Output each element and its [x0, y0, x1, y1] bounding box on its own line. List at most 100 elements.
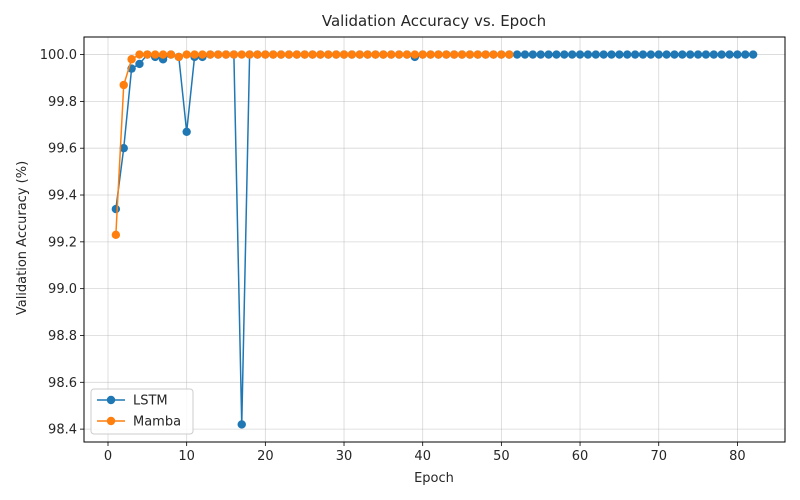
data-point-mamba	[442, 50, 451, 59]
data-point-lstm	[748, 50, 758, 59]
y-tick-label: 99.2	[48, 235, 77, 250]
legend: LSTM Mamba	[90, 388, 194, 435]
data-point-lstm	[512, 50, 522, 59]
grid	[84, 37, 785, 442]
data-point-lstm	[607, 50, 616, 59]
data-point-mamba	[434, 50, 443, 59]
data-point-mamba	[206, 50, 215, 59]
x-tick-label: 50	[493, 449, 510, 464]
data-point-mamba	[449, 50, 459, 59]
data-point-mamba	[151, 50, 160, 59]
data-point-lstm	[630, 50, 640, 59]
data-point-mamba	[119, 80, 128, 90]
data-point-mamba	[198, 50, 207, 59]
x-tick-label: 0	[104, 449, 112, 464]
data-point-mamba	[481, 50, 490, 59]
data-point-mamba	[111, 230, 121, 240]
data-point-mamba	[166, 50, 176, 59]
data-point-lstm	[733, 50, 742, 59]
data-point-mamba	[394, 50, 404, 59]
data-point-lstm	[654, 50, 663, 59]
data-point-lstm	[536, 50, 545, 59]
y-tick-label: 99.8	[48, 95, 77, 110]
data-point-lstm	[741, 50, 750, 59]
data-point-lstm	[237, 420, 246, 429]
data-point-lstm	[552, 50, 561, 59]
data-point-mamba	[355, 50, 364, 59]
data-point-mamba	[174, 52, 183, 62]
data-point-lstm	[693, 50, 703, 59]
chart-title: Validation Accuracy vs. Epoch	[322, 12, 546, 30]
data-point-mamba	[331, 50, 341, 59]
data-point-mamba	[363, 50, 372, 59]
data-point-lstm	[119, 144, 128, 153]
x-tick-label: 40	[414, 449, 431, 464]
data-point-mamba	[229, 50, 239, 59]
data-point-mamba	[457, 50, 467, 59]
data-point-lstm	[701, 50, 711, 59]
data-point-lstm	[599, 50, 608, 59]
data-point-lstm	[111, 204, 121, 214]
data-point-mamba	[213, 50, 223, 59]
series-group	[111, 50, 758, 429]
data-point-mamba	[221, 50, 231, 59]
data-point-mamba	[127, 55, 136, 64]
data-point-lstm	[725, 50, 734, 59]
legend-marker-lstm	[106, 395, 116, 405]
legend-label-mamba: Mamba	[133, 415, 181, 430]
x-tick-label: 30	[336, 449, 353, 464]
x-tick-label: 70	[650, 449, 667, 464]
data-point-lstm	[646, 50, 656, 59]
data-point-mamba	[143, 50, 152, 59]
data-point-mamba	[245, 50, 254, 59]
data-point-lstm	[583, 50, 593, 59]
data-point-mamba	[190, 50, 199, 59]
data-point-mamba	[324, 50, 333, 59]
data-point-mamba	[402, 50, 412, 59]
data-point-lstm	[567, 50, 577, 59]
series-mamba	[111, 50, 514, 240]
data-point-mamba	[253, 50, 262, 59]
data-point-mamba	[465, 50, 475, 59]
data-point-mamba	[316, 50, 325, 59]
y-tick-label: 100.0	[40, 48, 77, 63]
x-tick-label: 60	[572, 449, 589, 464]
data-point-mamba	[292, 50, 302, 59]
plot-frame	[83, 36, 786, 443]
data-point-lstm	[182, 127, 191, 137]
y-tick-label: 98.6	[48, 376, 77, 391]
data-point-lstm	[662, 50, 671, 59]
y-tick-label: 98.4	[48, 423, 77, 438]
y-tick-label: 99.0	[48, 282, 77, 297]
data-point-lstm	[678, 50, 687, 59]
y-tick-label: 99.6	[48, 142, 77, 157]
data-point-mamba	[371, 50, 380, 59]
x-axis: 0 10 20 30 40 50 60 70 80	[104, 442, 746, 464]
data-point-lstm	[575, 50, 585, 59]
data-point-lstm	[686, 50, 695, 59]
data-point-mamba	[182, 50, 191, 59]
x-axis-label: Epoch	[414, 471, 454, 486]
data-point-lstm	[528, 50, 538, 59]
data-point-mamba	[497, 50, 506, 59]
data-point-mamba	[269, 50, 278, 59]
data-point-mamba	[473, 50, 482, 59]
data-point-mamba	[410, 50, 420, 59]
x-tick-label: 80	[729, 449, 746, 464]
data-point-lstm	[135, 59, 144, 69]
data-point-lstm	[591, 50, 600, 59]
y-tick-label: 98.8	[48, 329, 77, 344]
data-point-lstm	[623, 50, 632, 59]
data-point-mamba	[387, 50, 396, 59]
legend-label-lstm: LSTM	[133, 394, 168, 409]
data-point-lstm	[615, 50, 624, 59]
y-axis-label: Validation Accuracy (%)	[15, 161, 30, 315]
y-axis: 98.4 98.6 98.8 99.0 99.2 99.4 99.6 99.8 100.0	[40, 48, 84, 438]
legend-marker-mamba	[106, 416, 116, 426]
data-point-mamba	[426, 50, 435, 59]
x-tick-label: 10	[178, 449, 195, 464]
data-point-mamba	[158, 50, 168, 59]
data-point-lstm	[670, 50, 679, 59]
data-point-mamba	[347, 50, 357, 59]
